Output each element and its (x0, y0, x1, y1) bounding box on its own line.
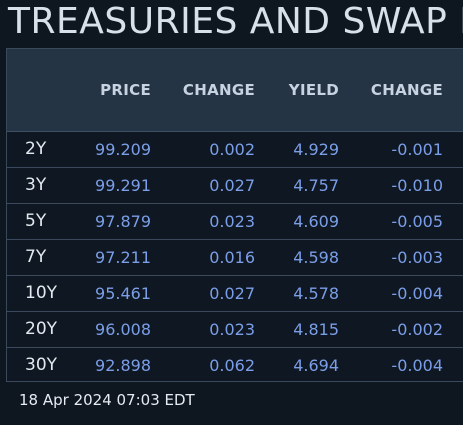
price-cell: 92.898 (95, 356, 151, 375)
price-change-cell: 0.062 (209, 356, 255, 375)
header-yield[interactable]: YIELD (288, 81, 339, 99)
yield-change-cell: -0.001 (391, 140, 443, 159)
yield-cell: 4.815 (293, 320, 339, 339)
price-change-cell: 0.023 (209, 212, 255, 231)
price-cell: 97.879 (95, 212, 151, 231)
timestamp: 18 Apr 2024 07:03 EDT (19, 391, 195, 409)
yield-cell: 4.929 (293, 140, 339, 159)
table-row[interactable]: 20Y 96.008 0.023 4.815 -0.002 (7, 312, 463, 348)
yield-cell: 4.757 (293, 176, 339, 195)
table-row[interactable]: 3Y 99.291 0.027 4.757 -0.010 (7, 168, 463, 204)
yield-change-cell: -0.003 (391, 248, 443, 267)
tenor-cell: 3Y (25, 175, 47, 195)
price-change-cell: 0.016 (209, 248, 255, 267)
yield-change-cell: -0.005 (391, 212, 443, 231)
yield-cell: 4.578 (293, 284, 339, 303)
price-change-cell: 0.002 (209, 140, 255, 159)
tenor-cell: 20Y (25, 319, 58, 339)
table-header-row: PRICE CHANGE YIELD CHANGE (7, 49, 463, 132)
yield-cell: 4.694 (293, 356, 339, 375)
price-cell: 96.008 (95, 320, 151, 339)
header-price[interactable]: PRICE (100, 81, 151, 99)
tenor-cell: 10Y (25, 283, 58, 303)
yield-change-cell: -0.010 (391, 176, 443, 195)
yield-change-cell: -0.004 (391, 356, 443, 375)
table-row[interactable]: 7Y 97.211 0.016 4.598 -0.003 (7, 240, 463, 276)
price-cell: 99.209 (95, 140, 151, 159)
yield-cell: 4.598 (293, 248, 339, 267)
yield-cell: 4.609 (293, 212, 339, 231)
table-row[interactable]: 10Y 95.461 0.027 4.578 -0.004 (7, 276, 463, 312)
price-change-cell: 0.027 (209, 284, 255, 303)
tenor-cell: 30Y (25, 355, 58, 375)
price-cell: 95.461 (95, 284, 151, 303)
table-row[interactable]: 5Y 97.879 0.023 4.609 -0.005 (7, 204, 463, 240)
panel-title: TREASURIES AND SWAP RATES (8, 1, 463, 42)
table-row[interactable]: 30Y 92.898 0.062 4.694 -0.004 (7, 348, 463, 381)
table-row[interactable]: 2Y 99.209 0.002 4.929 -0.001 (7, 132, 463, 168)
price-cell: 97.211 (95, 248, 151, 267)
header-price-change[interactable]: CHANGE (182, 81, 255, 99)
rates-table: PRICE CHANGE YIELD CHANGE 2Y 99.209 0.002 4… (6, 48, 463, 382)
yield-change-cell: -0.002 (391, 320, 443, 339)
tenor-cell: 2Y (25, 139, 47, 159)
tenor-cell: 7Y (25, 247, 47, 267)
price-change-cell: 0.023 (209, 320, 255, 339)
price-change-cell: 0.027 (209, 176, 255, 195)
price-cell: 99.291 (95, 176, 151, 195)
header-yield-change[interactable]: CHANGE (370, 81, 443, 99)
yield-change-cell: -0.004 (391, 284, 443, 303)
tenor-cell: 5Y (25, 211, 47, 231)
table-body: 2Y 99.209 0.002 4.929 -0.001 3Y 99.291 0.027 4.7… (7, 132, 463, 381)
